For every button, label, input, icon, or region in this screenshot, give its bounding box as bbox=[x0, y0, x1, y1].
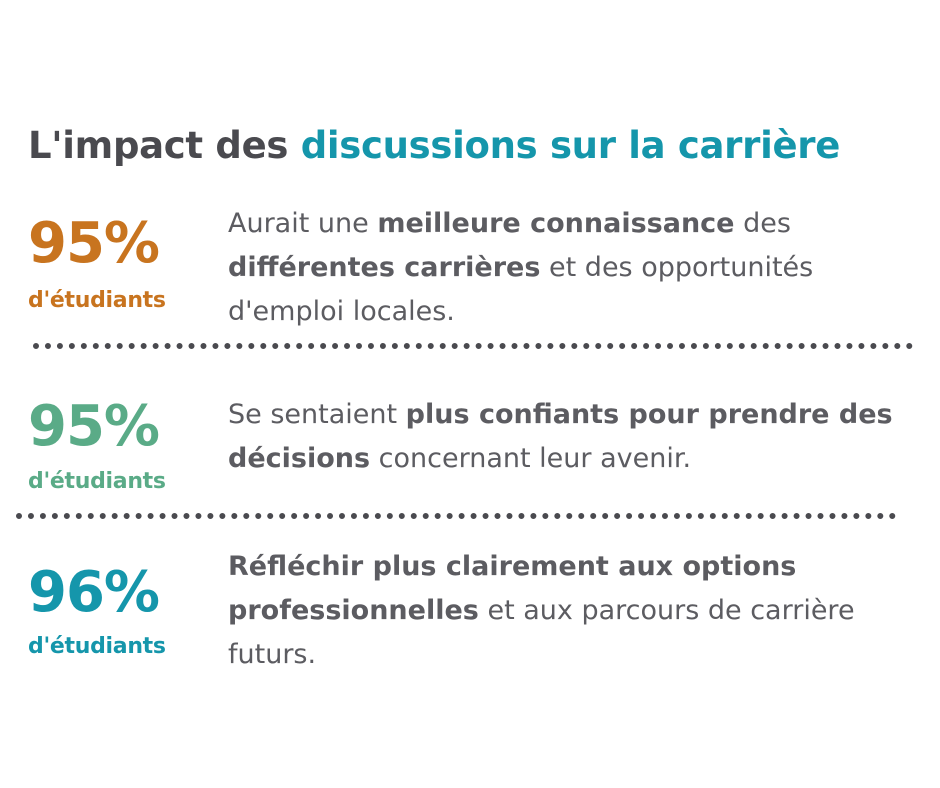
stat-percent: 96% bbox=[28, 560, 160, 625]
desc-emphasis: meilleure connaissance bbox=[377, 208, 735, 239]
desc-text: Aurait une bbox=[228, 208, 369, 239]
stat-unit-label: d'étudiants bbox=[28, 469, 166, 494]
stat-unit-label: d'étudiants bbox=[28, 288, 166, 313]
title-accent: discussions sur la carrière bbox=[300, 124, 841, 167]
dotted-divider bbox=[33, 343, 913, 349]
desc-text: concernant leur avenir. bbox=[378, 443, 692, 474]
desc-text: et des opportunités d'emploi locales. bbox=[228, 252, 814, 327]
stat-description: Aurait une meilleure connaissance des di… bbox=[228, 202, 918, 334]
desc-text: des bbox=[743, 208, 791, 239]
desc-text: et aux parcours de carrière futurs. bbox=[228, 595, 855, 670]
desc-emphasis: plus confiants pour prendre des décision… bbox=[228, 399, 893, 474]
page-title: L'impact des discussions sur la carrière bbox=[28, 124, 840, 167]
stat-unit-label: d'étudiants bbox=[28, 634, 166, 659]
stat-description: Se sentaient plus confiants pour prendre… bbox=[228, 393, 918, 481]
dotted-divider bbox=[16, 513, 896, 519]
desc-emphasis: Réfléchir plus clairement aux options pr… bbox=[228, 551, 797, 626]
desc-emphasis: différentes carrières bbox=[228, 252, 541, 283]
desc-text: Se sentaient bbox=[228, 399, 398, 430]
stat-description: Réfléchir plus clairement aux options pr… bbox=[228, 545, 918, 677]
title-prefix: L'impact des bbox=[28, 124, 289, 167]
stat-percent: 95% bbox=[28, 211, 160, 276]
stat-percent: 95% bbox=[28, 394, 160, 459]
